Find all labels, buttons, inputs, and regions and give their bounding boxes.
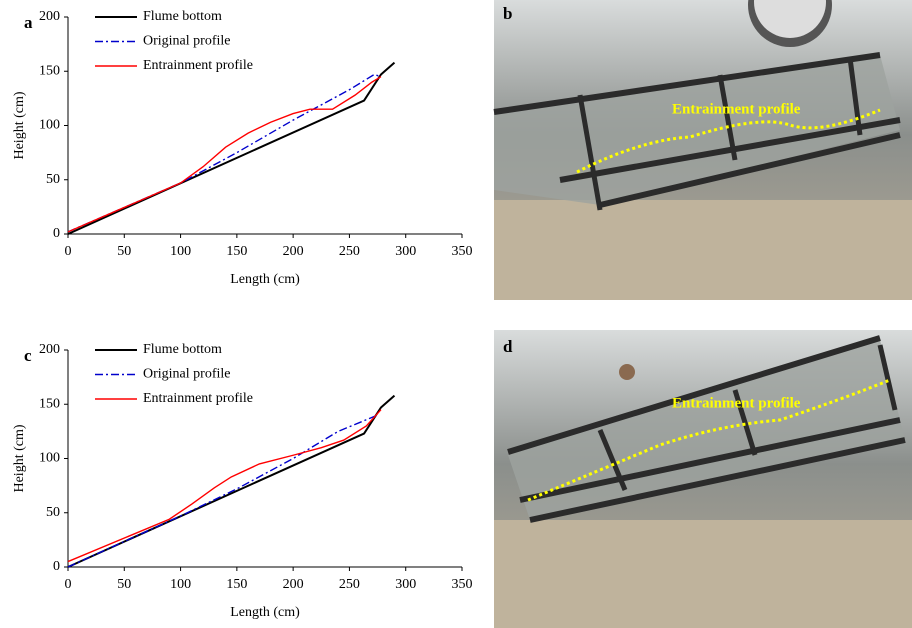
panel-label: d xyxy=(503,337,513,356)
x-tick-label: 300 xyxy=(395,244,416,259)
y-tick-label: 100 xyxy=(39,451,60,466)
y-tick-label: 0 xyxy=(53,226,60,241)
x-tick-label: 100 xyxy=(170,244,191,259)
y-tick-label: 50 xyxy=(46,172,60,187)
panel-label: a xyxy=(24,13,33,32)
series-line xyxy=(68,410,381,562)
x-tick-label: 0 xyxy=(65,577,72,592)
y-tick-label: 200 xyxy=(39,342,60,357)
y-tick-label: 50 xyxy=(46,505,60,520)
figure: 0 50 100 150 200 250 300 350 0 50 100 150 200 Length … xyxy=(0,0,912,628)
x-tick-label: 200 xyxy=(283,244,304,259)
series-line xyxy=(68,63,394,234)
x-tick-label: 100 xyxy=(170,577,191,592)
photo-annotation: Entrainment profile xyxy=(672,101,801,117)
panel-label: b xyxy=(503,4,512,23)
y-tick-label: 150 xyxy=(39,63,60,78)
photo-annotation: Entrainment profile xyxy=(672,395,801,411)
x-tick-label: 250 xyxy=(339,244,360,259)
series-line xyxy=(68,77,381,232)
y-tick-label: 200 xyxy=(39,9,60,24)
x-tick-label: 50 xyxy=(117,244,131,259)
y-axis-label: Height (cm) xyxy=(12,424,27,492)
x-axis-label: Length (cm) xyxy=(230,605,300,620)
x-tick-label: 150 xyxy=(226,244,247,259)
y-axis-label: Height (cm) xyxy=(12,91,27,159)
x-tick-label: 0 xyxy=(65,244,72,259)
x-tick-label: 200 xyxy=(283,577,304,592)
legend-label: Original profile xyxy=(143,367,230,382)
panel-label: c xyxy=(24,346,32,365)
legend-label: Flume bottom xyxy=(143,342,222,357)
y-tick-label: 0 xyxy=(53,559,60,574)
legend-label: Entrainment profile xyxy=(143,58,253,73)
legend-label: Flume bottom xyxy=(143,9,222,24)
x-tick-label: 300 xyxy=(395,577,416,592)
legend-label: Original profile xyxy=(143,34,230,49)
legend-label: Entrainment profile xyxy=(143,391,253,406)
y-tick-label: 150 xyxy=(39,396,60,411)
x-tick-label: 50 xyxy=(117,577,131,592)
x-tick-label: 350 xyxy=(452,244,473,259)
x-tick-label: 350 xyxy=(452,577,473,592)
photo-b xyxy=(494,0,912,300)
photo-d xyxy=(494,330,912,628)
y-tick-label: 100 xyxy=(39,118,60,133)
x-tick-label: 250 xyxy=(339,577,360,592)
series-line xyxy=(68,75,381,232)
series-line xyxy=(68,415,378,567)
x-tick-label: 150 xyxy=(226,577,247,592)
x-axis-label: Length (cm) xyxy=(230,272,300,287)
